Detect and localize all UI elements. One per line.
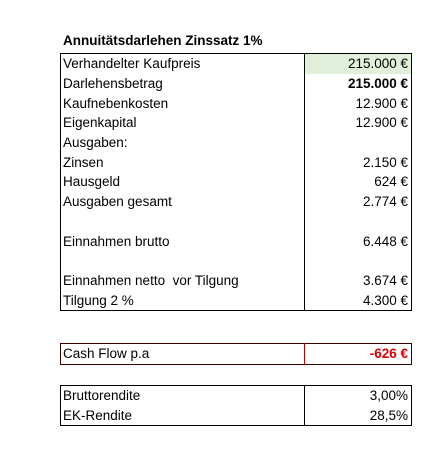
label: Kaufnebenkosten — [63, 95, 169, 111]
value: 6.448 € — [304, 231, 412, 251]
value: 4.300 € — [304, 290, 412, 311]
row: Ausgaben gesamt 2.774 € — [61, 191, 412, 212]
value: -626 € — [304, 343, 412, 365]
spacer — [304, 211, 412, 232]
calc-table: Verhandelter Kaufpreis 215.000 € Darlehens… — [60, 53, 412, 311]
value: 215.000 € — [304, 73, 412, 94]
spacer — [61, 251, 305, 271]
cash-flow-table: Cash Flow p.a -626 € — [60, 343, 412, 365]
value: 2.774 € — [304, 191, 412, 212]
label: Cash Flow p.a — [60, 343, 305, 365]
value: 3.674 € — [304, 270, 412, 291]
label: Ausgaben gesamt — [63, 194, 172, 210]
spacer — [304, 250, 412, 271]
label: Darlehensbetrag — [63, 76, 163, 92]
label: Einnahmen brutto — [63, 233, 170, 249]
row: Verhandelter Kaufpreis 215.000 € — [61, 53, 412, 74]
spacer — [61, 212, 305, 232]
label: Eigenkapital — [63, 115, 137, 131]
value: 2.150 € — [304, 152, 412, 173]
row: Hausgeld 624 € — [61, 172, 412, 192]
row: Ausgaben: — [61, 132, 412, 153]
value: 12.900 € — [304, 93, 412, 114]
value — [304, 132, 412, 153]
label: Hausgeld — [63, 174, 121, 190]
label: Einnahmen netto vor Tilgung — [63, 272, 239, 288]
value: 215.000 € — [304, 53, 412, 74]
label: Bruttorendite — [63, 388, 141, 404]
value: 12.900 € — [304, 113, 412, 133]
table-title: Annuitätsdarlehen Zinssatz 1% — [63, 33, 263, 48]
row: Zinsen 2.150 € — [61, 152, 412, 173]
label: EK-Rendite — [63, 408, 133, 424]
row: Bruttorendite 3,00% — [61, 385, 412, 406]
returns-table: Bruttorendite 3,00% EK-Rendite 28,5% — [60, 385, 412, 427]
label: Zinsen — [63, 154, 104, 170]
row: Kaufnebenkosten 12.900 € — [61, 93, 412, 114]
label: Ausgaben: — [63, 135, 128, 151]
row: Tilgung 2 % 4.300 € — [61, 290, 412, 311]
label: Tilgung 2 % — [63, 292, 134, 308]
value: 3,00% — [304, 385, 412, 406]
row: Eigenkapital 12.900 € — [61, 113, 412, 133]
spacer-row — [61, 211, 412, 232]
row: Einnahmen brutto 6.448 € — [61, 231, 412, 251]
value: 624 € — [304, 172, 412, 192]
row: Cash Flow p.a -626 € — [60, 343, 412, 365]
spacer-row — [61, 250, 412, 271]
row: EK-Rendite 28,5% — [61, 405, 412, 426]
row: Darlehensbetrag 215.000 € — [61, 73, 412, 94]
label: Verhandelter Kaufpreis — [63, 56, 201, 72]
value: 28,5% — [304, 405, 412, 426]
row: Einnahmen netto vor Tilgung 3.674 € — [61, 270, 412, 291]
